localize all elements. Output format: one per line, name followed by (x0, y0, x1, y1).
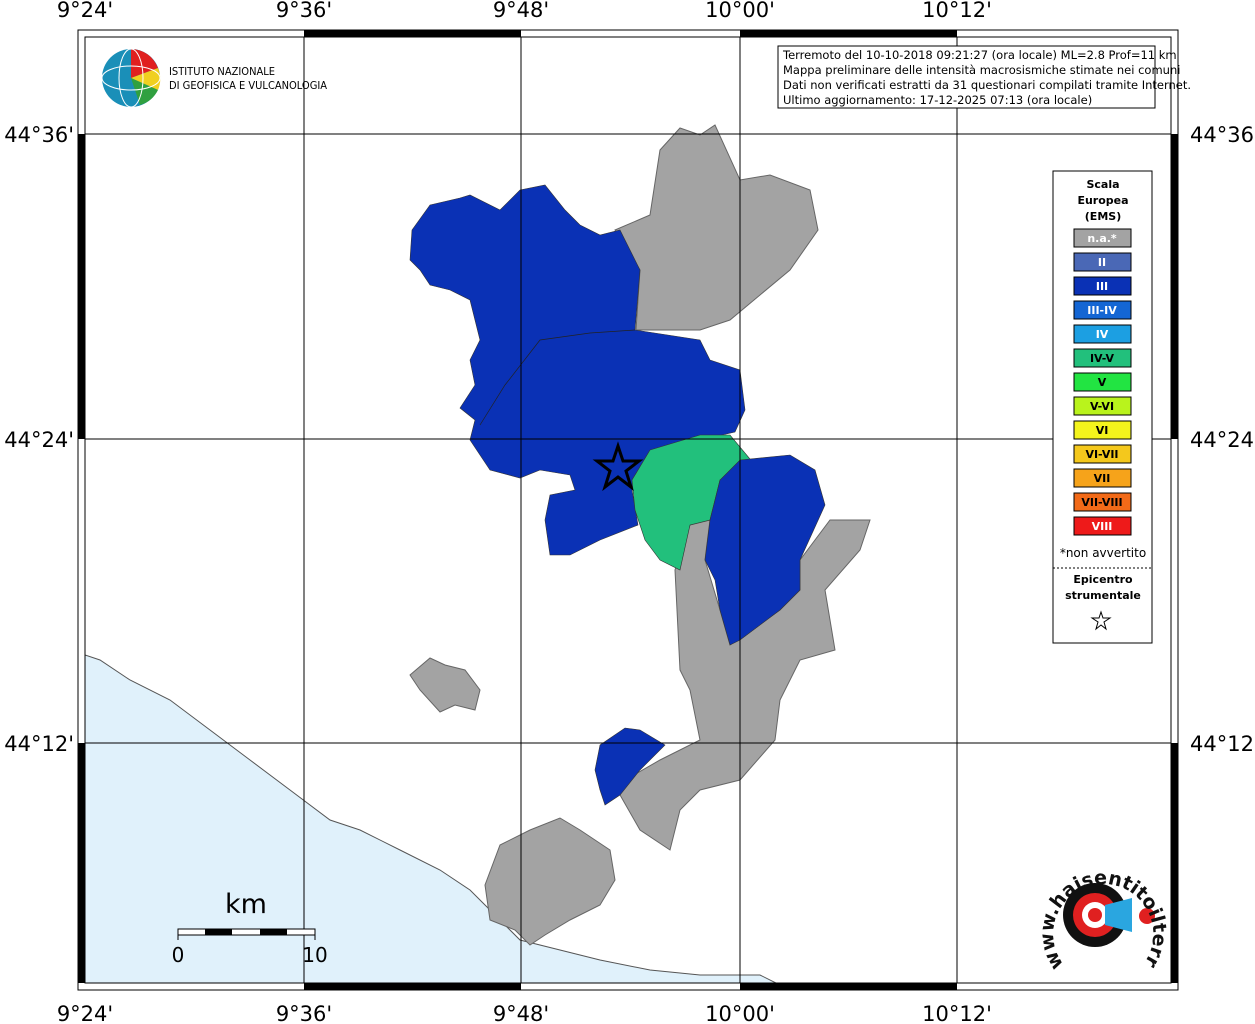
tick-labels: 9°24' 9°24' 9°36' 9°36' 9°48' 9°48' 10°00' 10°0… (4, 0, 1255, 1024)
legend-swatch (1073, 468, 1132, 488)
legend-swatch (1073, 348, 1132, 368)
lat-label: 44°24' (4, 428, 74, 452)
lat-label: 44°36' (4, 123, 74, 147)
legend-swatch (1073, 300, 1132, 320)
lon-label: 9°48' (493, 1002, 549, 1024)
legend-label: IV (1096, 328, 1109, 341)
lon-label: 9°48' (493, 0, 549, 22)
region-green (631, 434, 756, 571)
legend-label: IV-V (1090, 352, 1115, 365)
lat-label: 44°24' (1190, 428, 1255, 452)
legend-swatch (1073, 420, 1132, 440)
region-blue (409, 184, 746, 556)
legend-label: VI-VII (1085, 448, 1118, 461)
legend-label: VII (1094, 472, 1111, 485)
lon-label: 9°36' (276, 1002, 332, 1024)
scale-bar: km 0 10 (172, 889, 328, 967)
frame (77, 29, 1179, 991)
map-area (85, 37, 1171, 983)
info-line: Ultimo aggiornamento: 17-12-2025 07:13 (… (783, 93, 1092, 107)
sea (85, 654, 778, 983)
info-box: Terremoto del 10-10-2018 09:21:27 (ora l… (777, 45, 1191, 109)
legend-swatch (1073, 372, 1132, 392)
lon-label: 10°12' (922, 0, 992, 22)
legend-label: V (1098, 376, 1107, 389)
legend-label: VI (1096, 424, 1109, 437)
legend-swatch (1073, 492, 1132, 512)
lon-label: 9°36' (276, 0, 332, 22)
logo-text: DI GEOFISICA E VULCANOLOGIA (169, 79, 327, 92)
region-blue (594, 727, 666, 806)
legend-note: *non avvertito (1060, 546, 1146, 560)
legend-title: (EMS) (1085, 210, 1121, 223)
legend-label: VII-VIII (1081, 496, 1122, 509)
lon-label: 10°00' (705, 0, 775, 22)
info-line: Dati non verificati estratti da 31 quest… (783, 78, 1191, 92)
ingv-logo: ISTITUTO NAZIONALE DI GEOFISICA E VULCAN… (101, 48, 327, 108)
lat-label: 44°36' (1190, 123, 1255, 147)
legend-swatch (1073, 444, 1132, 464)
legend-epicenter: Epicentro (1073, 573, 1133, 586)
legend-swatch (1073, 276, 1132, 296)
legend-swatch (1073, 516, 1132, 536)
lon-label: 10°12' (922, 1002, 992, 1024)
legend-label: V-VI (1090, 400, 1114, 413)
epicenter-star (592, 441, 644, 492)
legend-swatch (1073, 324, 1132, 344)
region-gray (614, 124, 819, 331)
legend-label: III (1096, 280, 1108, 293)
legend-epicenter: strumentale (1065, 589, 1141, 602)
lat-label: 44°12' (4, 732, 74, 756)
legend-swatch (1073, 228, 1132, 248)
legend-swatch (1073, 396, 1132, 416)
scale-unit: km (225, 889, 267, 920)
lon-label: 9°24' (57, 0, 113, 22)
info-line: Terremoto del 10-10-2018 09:21:27 (ora l… (782, 48, 1177, 62)
graticule (85, 37, 1171, 983)
logo-text: ISTITUTO NAZIONALE (169, 65, 275, 78)
legend-title: Europea (1077, 194, 1128, 207)
scale-end: 10 (302, 943, 327, 967)
legend-star (1090, 610, 1112, 631)
legend-label: VIII (1092, 520, 1113, 533)
legend-label: n.a.* (1087, 232, 1117, 245)
info-line: Mappa preliminare delle intensità macros… (783, 63, 1180, 77)
region-gray (409, 657, 481, 713)
region-gray (484, 817, 616, 946)
lon-label: 10°00' (705, 1002, 775, 1024)
scale-start: 0 (172, 943, 185, 967)
lat-label: 44°12' (1190, 732, 1255, 756)
legend-label: II (1098, 256, 1106, 269)
lon-label: 9°24' (57, 1002, 113, 1024)
legend-title: Scala (1086, 178, 1119, 191)
legend-swatch (1073, 252, 1132, 272)
legend: ScalaEuropea(EMS)n.a.*IIIIIIII-IVIVIV-VV… (1052, 170, 1153, 644)
legend-label: III-IV (1087, 304, 1117, 317)
